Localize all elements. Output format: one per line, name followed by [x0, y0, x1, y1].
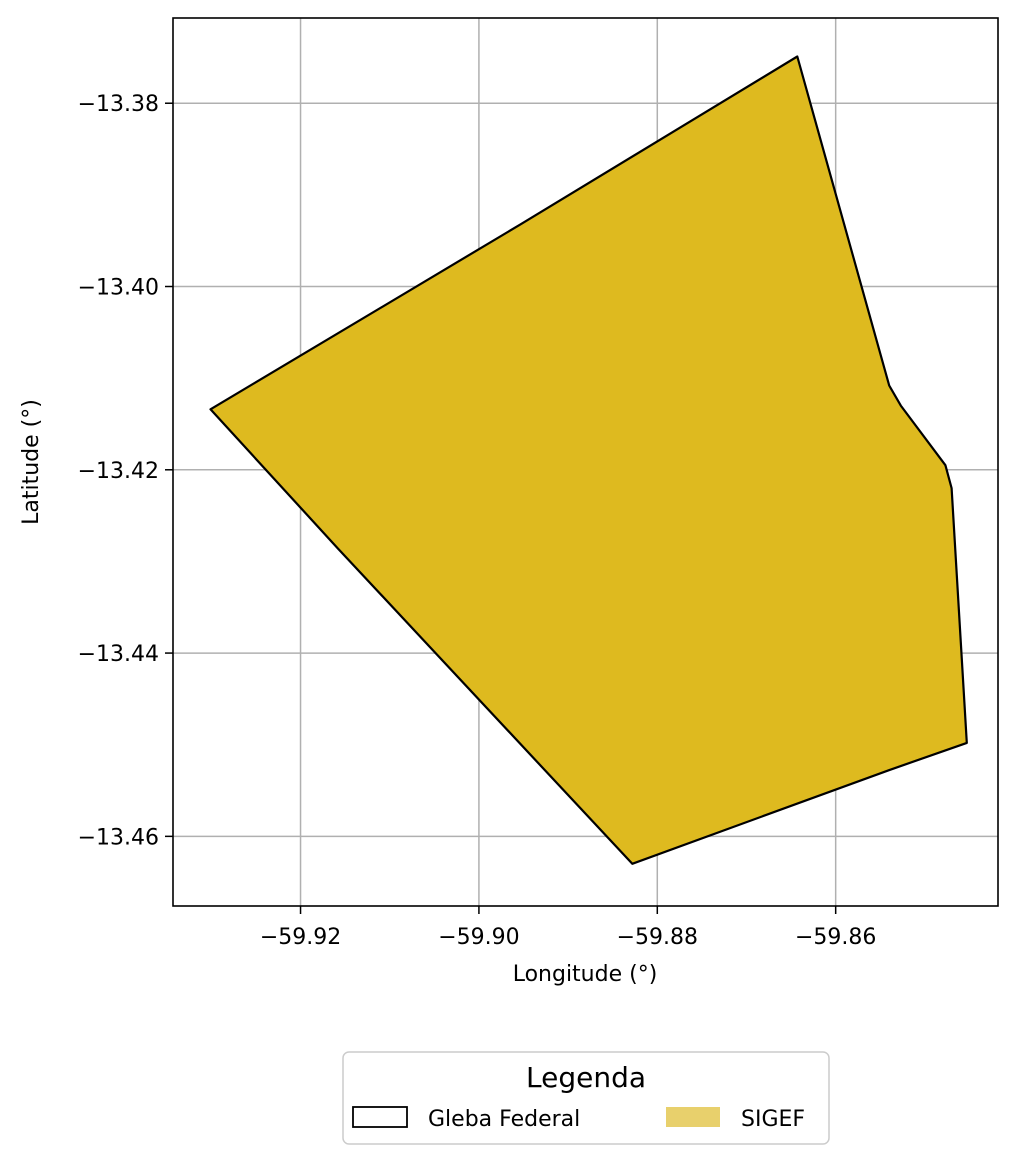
gleba-federal-polygon	[209, 55, 968, 865]
y-axis-ticks: −13.38 −13.40 −13.42 −13.44 −13.46	[78, 92, 173, 850]
y-tick-label: −13.40	[78, 276, 159, 301]
sigef-polygon	[210, 56, 967, 864]
legend-label-sigef: SIGEF	[741, 1107, 805, 1132]
x-tick-label: −59.88	[617, 925, 698, 950]
plot-frame	[172, 17, 999, 907]
y-tick-label: −13.44	[78, 642, 159, 667]
y-tick-label: −13.42	[78, 459, 159, 484]
y-tick-label: −13.46	[78, 825, 159, 850]
x-tick-label: −59.90	[438, 925, 519, 950]
x-tick-label: −59.86	[795, 925, 876, 950]
legend-label-gleba-federal: Gleba Federal	[428, 1107, 580, 1132]
legend-swatch-gleba-federal	[352, 1106, 408, 1128]
x-axis-label: Longitude (°)	[513, 962, 658, 987]
y-axis-label: Latitude (°)	[19, 399, 44, 525]
legend-swatch-sigef	[666, 1107, 720, 1127]
polygon-layer	[209, 55, 968, 865]
y-tick-label: −13.38	[78, 92, 159, 117]
legend-title: Legenda	[526, 1061, 646, 1094]
legend: Legenda Gleba Federal SIGEF	[342, 1051, 830, 1145]
plot-area	[172, 17, 999, 907]
x-tick-label: −59.92	[260, 925, 341, 950]
x-axis-ticks: −59.92 −59.90 −59.88 −59.86	[260, 906, 876, 950]
